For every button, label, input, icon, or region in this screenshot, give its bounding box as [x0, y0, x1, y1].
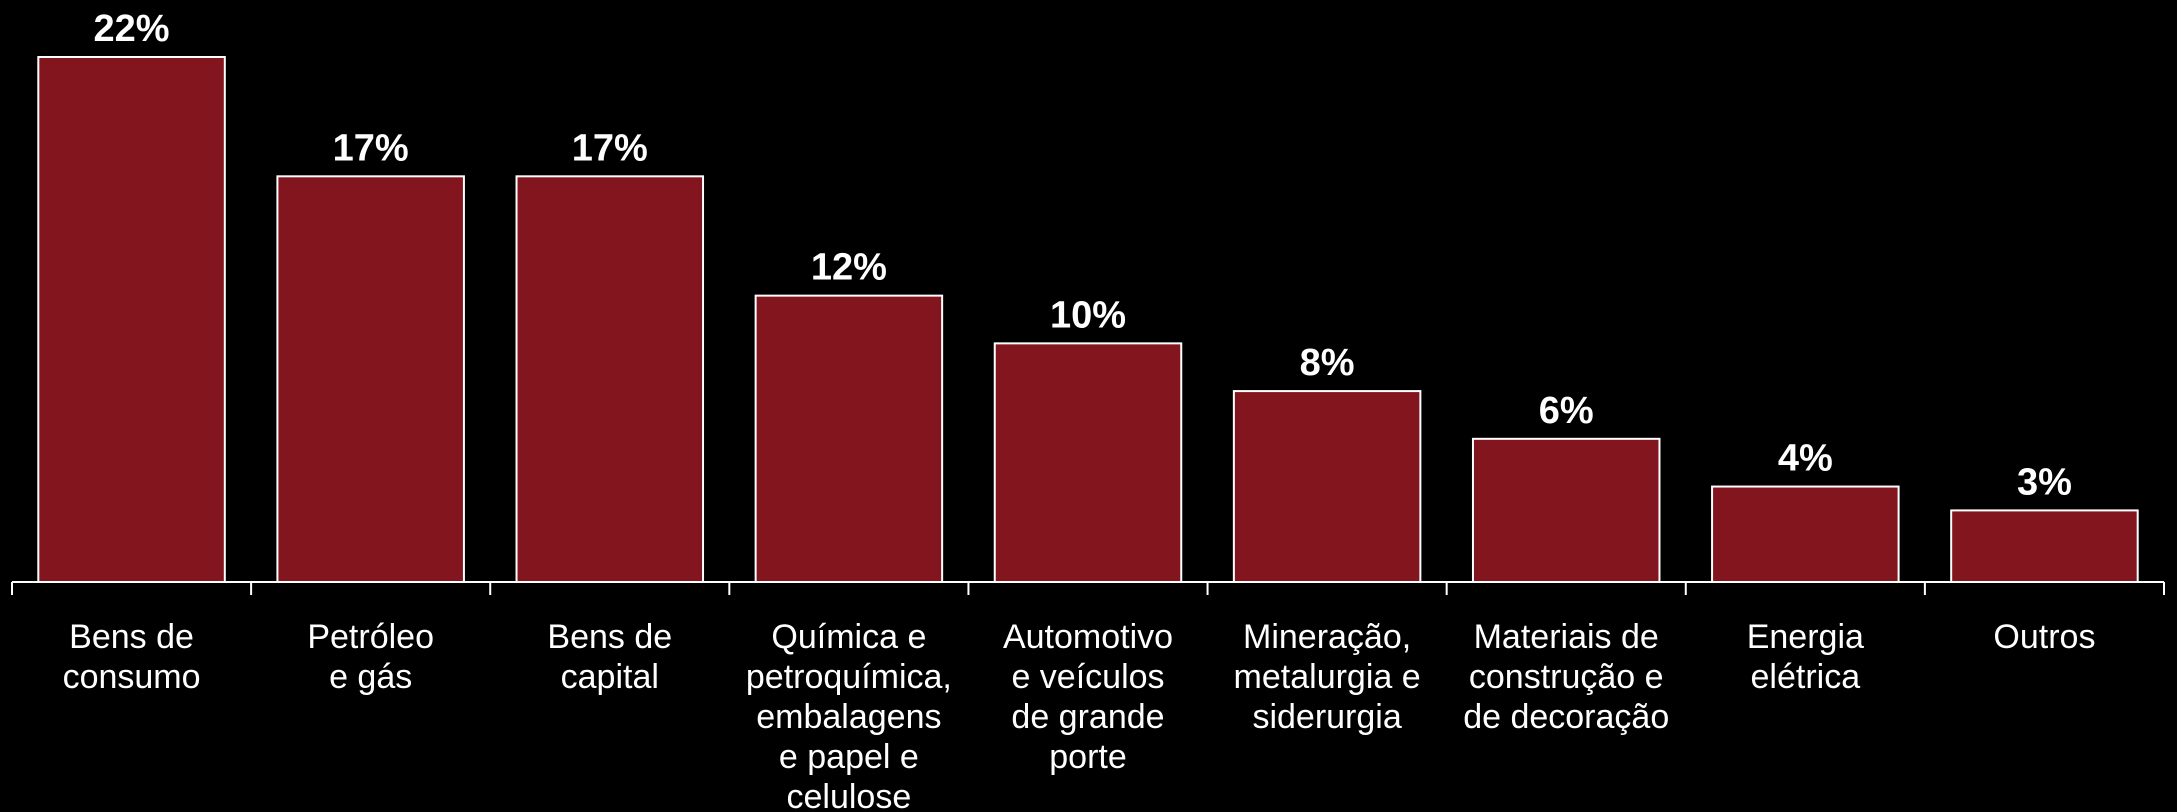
bar [754, 294, 944, 583]
x-tick-label: e papel e [779, 738, 919, 776]
x-tick-label: e gás [329, 658, 412, 696]
x-tick-label: porte [1049, 738, 1127, 776]
x-tick-label: Mineração, [1243, 618, 1411, 656]
bar [1471, 437, 1661, 583]
value-label: 17% [572, 127, 648, 169]
bar [1950, 509, 2139, 583]
bar [993, 342, 1183, 584]
bar [515, 175, 705, 583]
bar [1711, 485, 1900, 583]
x-tick-label: Materiais de [1474, 618, 1659, 656]
x-tick-label: Outros [1993, 618, 2095, 656]
x-tick-label: construção e [1469, 658, 1664, 696]
x-tick-label: embalagens [756, 698, 941, 736]
x-tick-label: petroquímica, [746, 658, 952, 696]
value-label: 6% [1539, 390, 1594, 432]
value-label: 22% [94, 8, 170, 50]
x-tick-label: Bens de [547, 618, 672, 656]
value-label: 8% [1300, 342, 1355, 384]
x-tick-label: siderurgia [1252, 698, 1401, 736]
value-label: 17% [333, 127, 409, 169]
value-label: 4% [1778, 438, 1833, 480]
bar [37, 56, 226, 583]
value-label: 12% [811, 247, 887, 289]
x-tick-label: Automotivo [1003, 618, 1173, 656]
value-label: 3% [2017, 461, 2072, 503]
x-tick-label: metalurgia e [1234, 658, 1421, 696]
x-tick-label: de grande [1011, 698, 1164, 736]
x-tick-label: de decoração [1463, 698, 1669, 736]
value-label: 10% [1050, 294, 1126, 336]
x-tick-label: elétrica [1751, 658, 1861, 696]
x-tick-label: consumo [63, 658, 201, 696]
x-tick-label: capital [561, 658, 659, 696]
x-tick-label: Energia [1747, 618, 1864, 656]
x-tick-label: celulose [787, 778, 912, 812]
x-tick-label: Bens de [69, 618, 194, 656]
bar [1232, 390, 1422, 583]
x-tick-label: e veículos [1011, 658, 1164, 696]
x-tick-label: Química e [771, 618, 926, 656]
x-tick-label: Petróleo [307, 618, 434, 656]
bar [276, 175, 465, 583]
